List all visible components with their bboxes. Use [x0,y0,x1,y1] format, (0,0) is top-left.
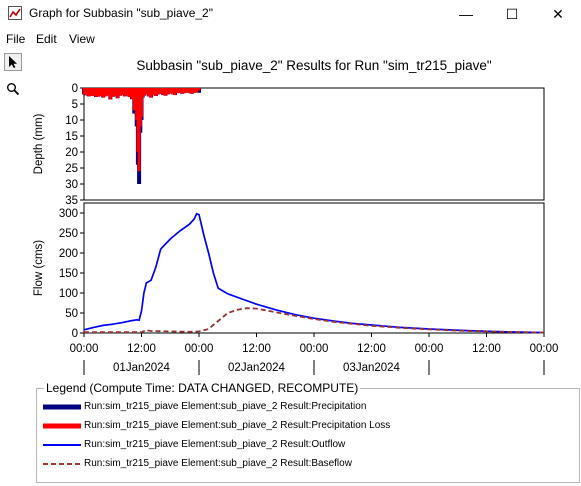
flow-ytick-label: 0 [72,328,78,340]
flow-panel: 0 50 100 150 200 250 300 Flow (cms) [33,202,545,340]
flow-ytick-label: 100 [59,288,78,300]
menu-view[interactable]: View [69,32,95,46]
depth-ytick-label: 0 [72,83,78,95]
magnifier-icon [7,83,20,96]
legend-item: Run:sim_tr215_piave Element:sub_piave_2 … [42,400,572,414]
chart-canvas: 0 5 10 15 20 25 30 35 Depth (mm) 0 50 100 150 200 250… [33,83,559,375]
date-label: 02Jan2024 [228,362,286,374]
depth-ytick-label: 15 [65,131,78,143]
x-tick-label: 00:00 [70,343,99,355]
x-tick-label: 00:00 [300,343,329,355]
maximize-icon: ☐ [505,5,519,22]
app-icon [8,6,22,20]
zoom-tool[interactable] [4,80,22,98]
legend-title: Legend (Compute Time: DATA CHANGED, RECO… [44,381,361,395]
legend-label: Run:sim_tr215_piave Element:sub_piave_2 … [84,420,391,431]
flow-series-line [84,307,545,334]
x-tick-label: 12:00 [472,343,501,355]
x-tick-label: 12:00 [242,343,271,355]
legend-item: Run:sim_tr215_piave Element:sub_piave_2 … [42,419,572,433]
x-tick-label: 00:00 [185,343,214,355]
flow-ytick-label: 250 [59,228,78,240]
legend-swatch [43,444,81,446]
depth-ytick-label: 30 [65,179,78,191]
depth-ytick-label: 10 [65,115,78,127]
maximize-button[interactable]: ☐ [489,0,535,28]
chart-title: Subbasin "sub_piave_2" Results for Run "… [136,58,492,73]
depth-ytick-label: 20 [65,147,78,159]
flow-plot-area [83,202,545,334]
date-label: 03Jan2024 [343,362,401,374]
depth-ytick-label: 35 [65,195,78,207]
x-tick-label: 12:00 [127,343,156,355]
flow-ytick-label: 50 [65,308,78,320]
x-tick-label: 12:00 [357,343,386,355]
depth-panel: 0 5 10 15 20 25 30 35 Depth (mm) [33,83,545,207]
legend-label: Run:sim_tr215_piave Element:sub_piave_2 … [84,401,367,412]
arrow-pointer-icon [9,56,17,68]
close-button[interactable]: ✕ [535,0,581,28]
menu-edit[interactable]: Edit [36,32,57,46]
legend-label: Run:sim_tr215_piave Element:sub_piave_2 … [84,458,352,469]
title-bar: Graph for Subbasin "sub_piave_2" — ☐ ✕ [0,0,581,28]
minimize-icon: — [459,6,473,22]
flow-axis-label: Flow (cms) [33,240,45,296]
depth-ytick-label: 25 [65,163,78,175]
menu-file[interactable]: File [6,32,26,46]
menu-bar: File Edit View [0,28,581,50]
arrow-pointer-tool[interactable] [4,53,22,71]
time-axis: 00:00 12:00 00:00 12:00 00:00 12:00 00:00 12:00… [70,333,559,375]
flow-ytick-label: 200 [59,248,78,260]
window-title: Graph for Subbasin "sub_piave_2" [29,6,213,20]
flow-ytick-label: 150 [59,268,78,280]
legend-swatch [43,423,81,429]
flow-ytick-label: 300 [59,208,78,220]
legend-label: Run:sim_tr215_piave Element:sub_piave_2 … [84,439,346,450]
legend-swatch [43,463,81,465]
legend-item: Run:sim_tr215_piave Element:sub_piave_2 … [42,457,572,471]
depth-plot-area [83,87,545,201]
x-tick-label: 00:00 [530,343,559,355]
depth-axis-label: Depth (mm) [33,113,45,174]
close-icon: ✕ [552,5,564,22]
legend-swatch [43,404,81,410]
depth-ytick-label: 5 [72,99,78,111]
legend-item: Run:sim_tr215_piave Element:sub_piave_2 … [42,438,572,452]
date-label: 01Jan2024 [113,362,171,374]
x-tick-label: 00:00 [415,343,444,355]
minimize-button[interactable]: — [443,0,489,28]
